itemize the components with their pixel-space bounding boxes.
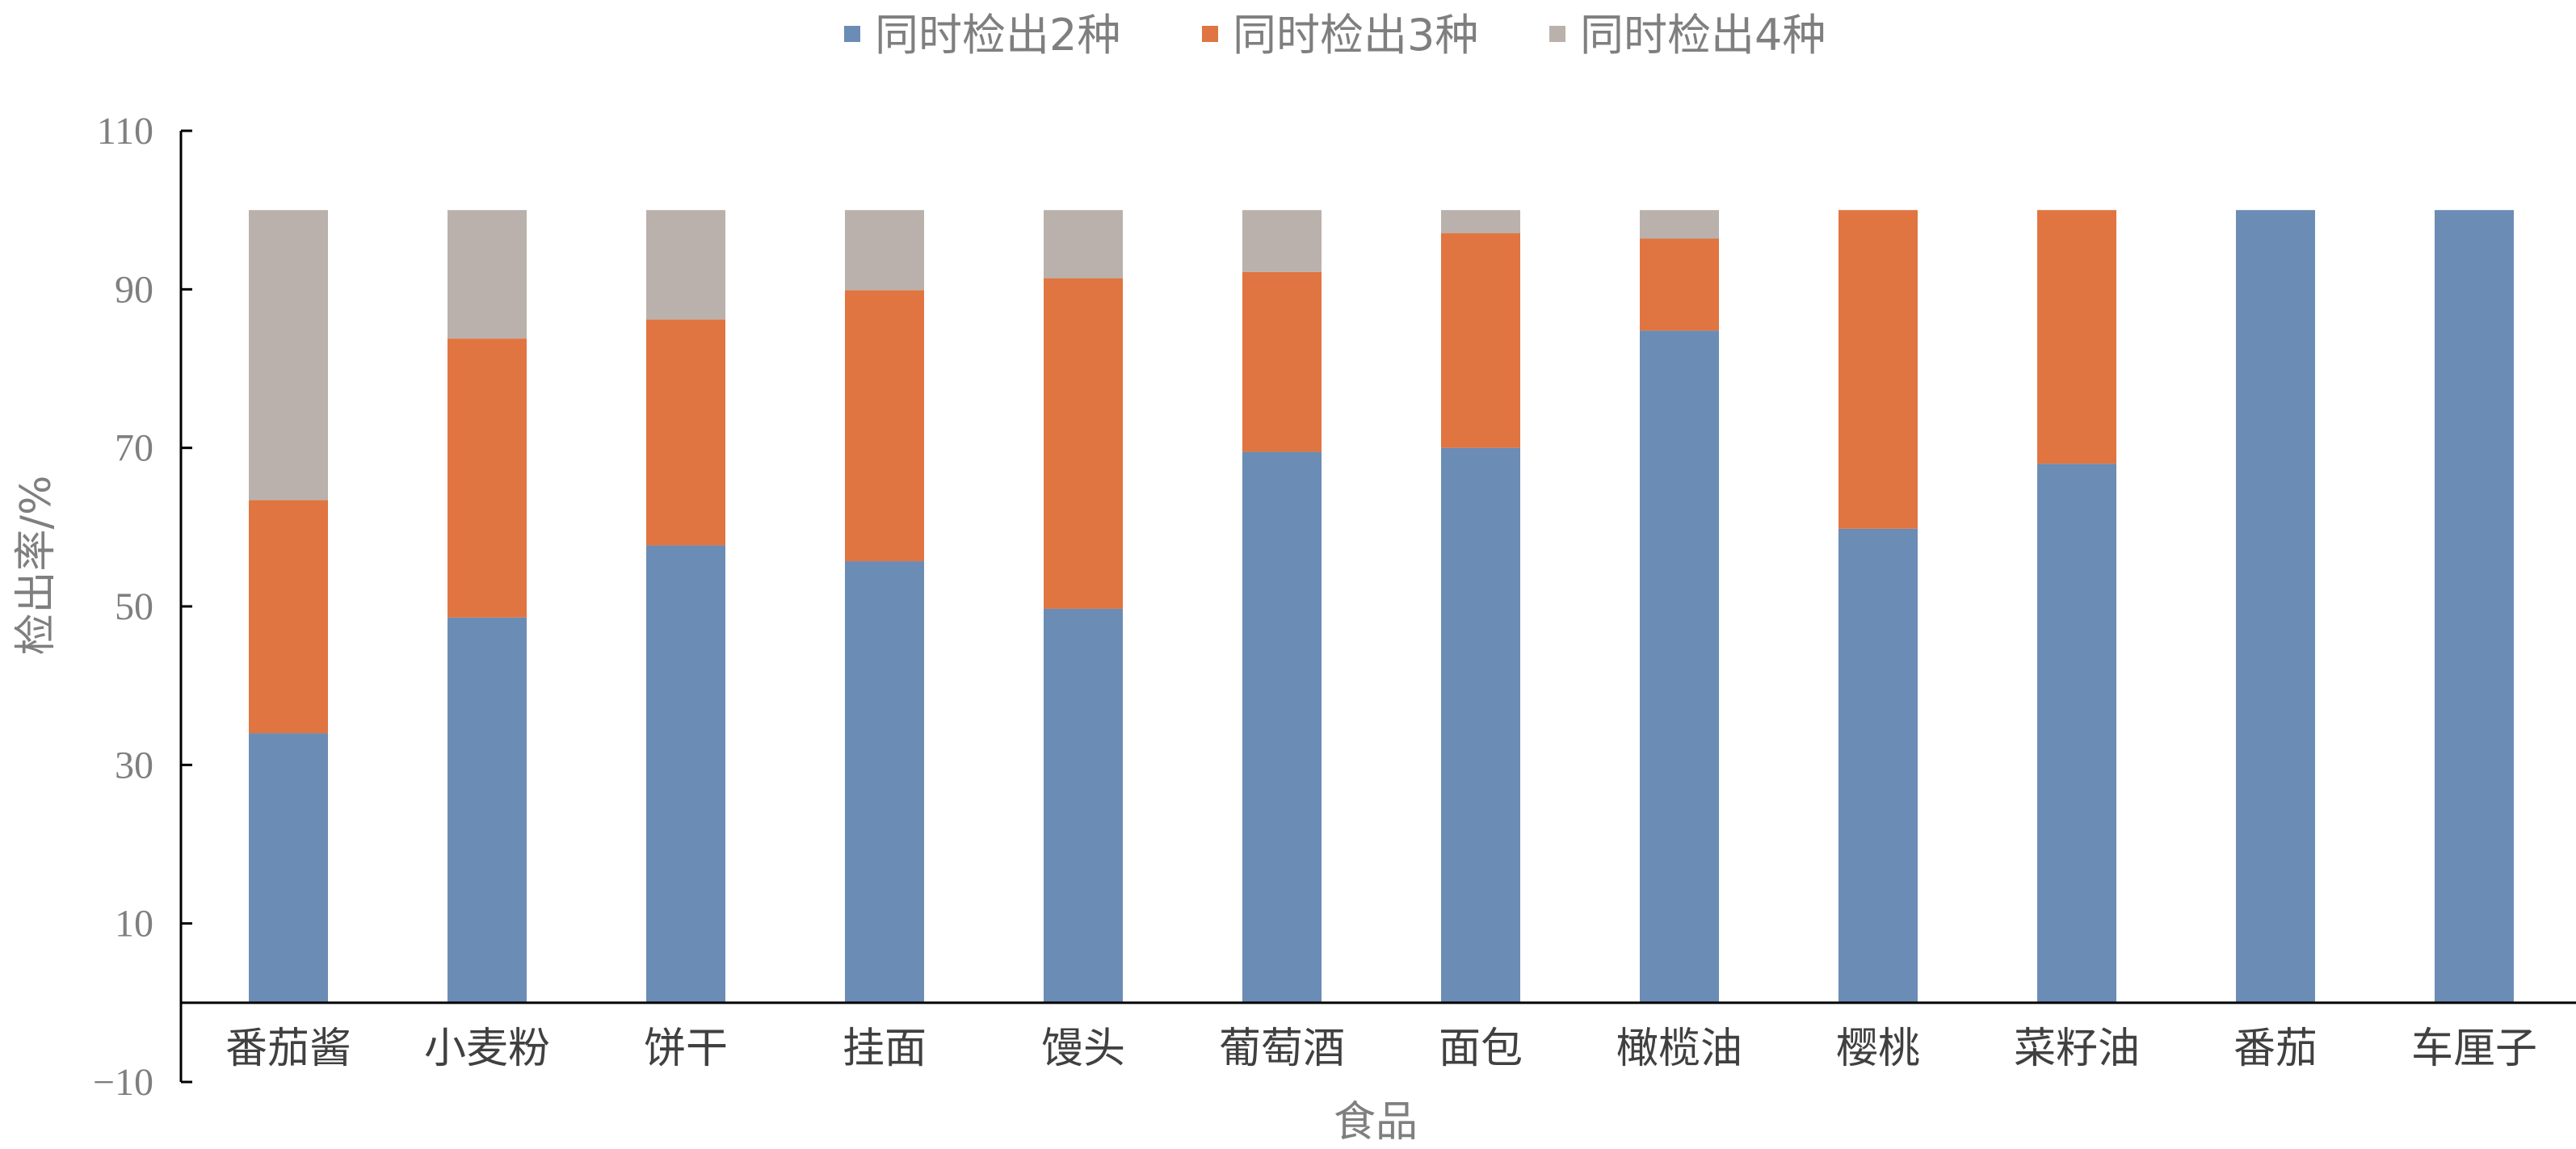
bar-segment (1044, 608, 1123, 1003)
bar-segment (1640, 330, 1719, 1003)
y-tick-label: 90 (115, 268, 153, 311)
y-tick-label: 30 (115, 744, 153, 786)
x-axis-title: 食品 (1334, 1098, 1418, 1147)
y-tick-label: 70 (115, 427, 153, 470)
bar-segment (448, 617, 527, 1003)
y-axis-title: 检出率/% (12, 476, 61, 656)
bar-segment (1441, 210, 1520, 233)
bar-segment (1242, 451, 1322, 1003)
x-tick-label: 车厘子 (2411, 1025, 2537, 1073)
y-tick-label: 10 (115, 903, 153, 946)
y-tick-label: 110 (97, 110, 153, 153)
bar-segment (1838, 528, 1918, 1003)
y-tick-label: 50 (115, 585, 153, 628)
bar-segment (1441, 447, 1520, 1003)
bar-segment (845, 290, 924, 562)
legend-label: 同时检出3种 (1233, 10, 1478, 61)
bar-segment (448, 210, 527, 339)
bar-segment (845, 561, 924, 1003)
axes: 110 90 70 50 30 10 −10 番茄酱 小麦粉 饼干 挂面 馒头 葡萄酒 面包 橄榄油 樱桃 菜籽… (93, 110, 2576, 1104)
legend-label: 同时检出2种 (875, 10, 1120, 61)
bars (249, 210, 2514, 1003)
legend-swatch (1549, 26, 1565, 42)
legend: 同时检出2种 同时检出3种 同时检出4种 (844, 10, 1826, 61)
bar-segment (646, 319, 725, 546)
bar-segment (448, 338, 527, 618)
bar-segment (1242, 271, 1322, 452)
x-tick-label: 番茄 (2234, 1025, 2318, 1073)
bar-segment (1044, 210, 1123, 279)
legend-swatch (1202, 26, 1218, 42)
bar-segment (2037, 210, 2116, 464)
bar-segment (249, 210, 328, 501)
x-tick-label: 葡萄酒 (1219, 1025, 1345, 1073)
bar-segment (1441, 233, 1520, 448)
bar-segment (2435, 210, 2514, 1003)
bar-segment (1044, 278, 1123, 609)
x-tick-label: 小麦粉 (424, 1025, 550, 1073)
legend-swatch (844, 26, 860, 42)
bar-segment (1838, 210, 1918, 529)
bar-segment (2037, 463, 2116, 1003)
bar-segment (249, 500, 328, 734)
x-tick-label: 樱桃 (1836, 1025, 1920, 1073)
x-tick-label: 菜籽油 (2014, 1025, 2140, 1073)
bar-segment (249, 733, 328, 1003)
legend-label: 同时检出4种 (1580, 10, 1826, 61)
x-tick-label: 馒头 (1041, 1025, 1125, 1073)
bar-segment (2236, 210, 2315, 1003)
x-tick-label: 番茄酱 (225, 1025, 351, 1073)
bar-segment (1640, 238, 1719, 331)
bar-segment (1640, 210, 1719, 239)
bar-segment (646, 210, 725, 320)
x-tick-label: 挂面 (843, 1025, 927, 1073)
y-tick-label: −10 (93, 1061, 153, 1104)
bar-segment (845, 210, 924, 291)
x-tick-label: 面包 (1439, 1025, 1523, 1073)
x-tick-label: 橄榄油 (1616, 1025, 1742, 1073)
bar-segment (1242, 210, 1322, 272)
x-tick-label: 饼干 (644, 1025, 728, 1073)
bar-segment (646, 545, 725, 1003)
